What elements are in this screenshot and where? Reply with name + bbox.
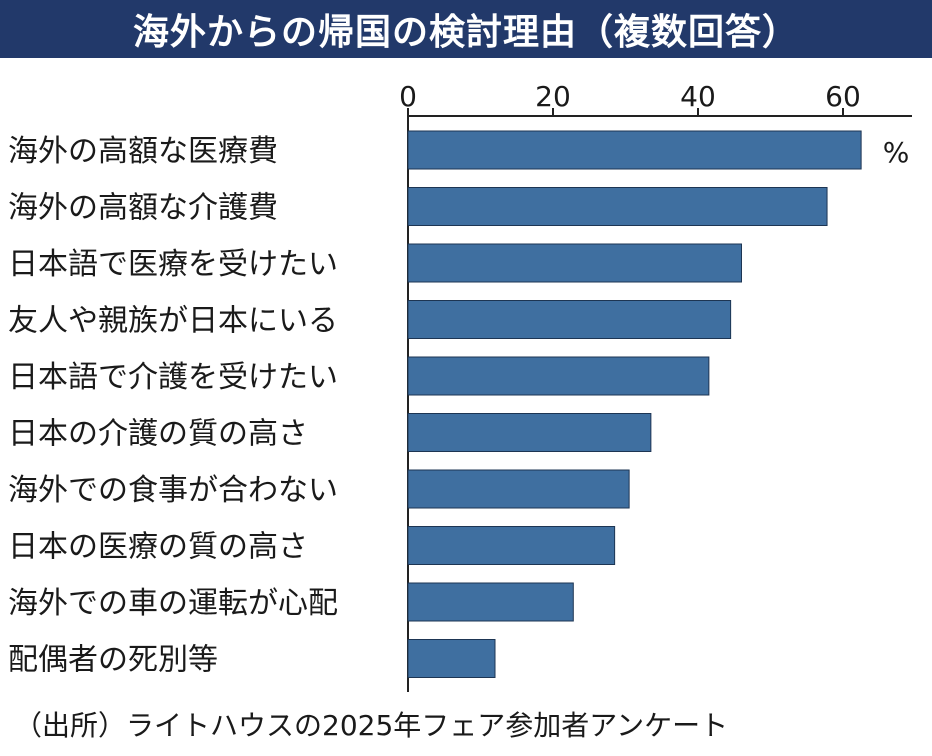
chart-title-bar: 海外からの帰国の検討理由（複数回答） [0,0,932,58]
chart-title: 海外からの帰国の検討理由（複数回答） [132,12,799,53]
unit-label: % [883,136,910,169]
category-label: 友人や親族が日本にいる [8,304,338,339]
category-label: 海外の高額な医療費 [8,134,278,169]
bar [407,243,742,283]
category-label: 海外の高額な介護費 [8,191,278,226]
bar [407,469,630,509]
bar [407,356,710,396]
bar [407,130,862,170]
bar [407,187,828,226]
x-tick-label: 20 [535,80,571,113]
category-label: 海外での食事が合わない [8,473,338,508]
bar [407,582,574,622]
x-tick-label: 60 [825,80,861,113]
category-label: 配偶者の死別等 [8,643,218,678]
bar [407,526,616,565]
category-label: 日本語で介護を受けたい [8,360,338,395]
category-label: 日本の医療の質の高さ [8,530,308,565]
bar [407,300,732,339]
x-tick-label: 40 [680,80,716,113]
bar [407,413,652,452]
source-note: （出所）ライトハウスの2025年フェア参加者アンケート [14,709,729,742]
category-label: 海外での車の運転が心配 [8,586,338,621]
x-tick-label: 0 [399,80,417,113]
bar [407,639,496,678]
category-label: 日本語で医療を受けたい [8,247,338,282]
category-label: 日本の介護の質の高さ [8,417,308,452]
